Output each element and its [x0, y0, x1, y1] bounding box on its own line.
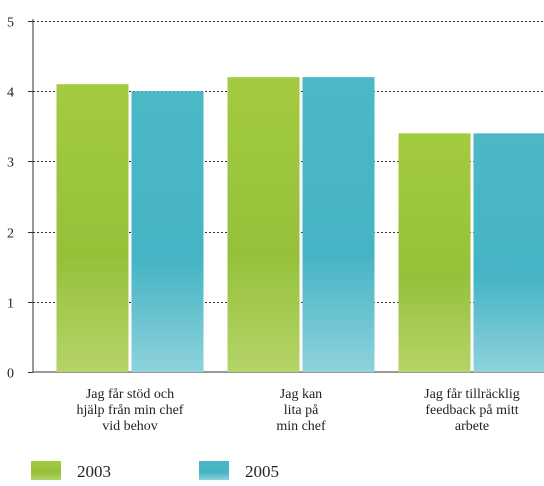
category-label-1: Jag får stöd och hjälp från min chef vid b… — [77, 387, 184, 434]
bar-2003-cat-2 — [227, 77, 300, 372]
category-label-line: Jag får stöd och — [86, 387, 174, 402]
category-label-line: feedback på mitt — [425, 403, 518, 418]
category-label-line: vid behov — [102, 419, 158, 434]
category-label-line: Jag får tillräcklig — [424, 387, 520, 402]
category-label-2: Jag kan lita på min chef — [276, 387, 326, 434]
bar-2005-cat-3 — [473, 133, 544, 372]
category-label-line: Jag kan — [280, 387, 322, 402]
y-tick-label-1: 1 — [7, 297, 14, 312]
legend-swatch-2005 — [199, 461, 229, 480]
legend-label-2003: 2003 — [77, 462, 111, 481]
bar-2005-cat-2 — [302, 77, 375, 372]
category-label-line: lita på — [284, 403, 319, 418]
y-tick-label-5: 5 — [7, 16, 14, 31]
y-tick-label-3: 3 — [7, 156, 14, 171]
legend: 2003 2005 — [31, 461, 279, 481]
category-labels: Jag får stöd och hjälp från min chef vid b… — [77, 387, 520, 434]
legend-swatch-2003 — [31, 461, 61, 480]
category-label-line: hjälp från min chef — [77, 403, 184, 418]
bars — [56, 77, 544, 373]
y-tick-label-4: 4 — [7, 86, 14, 101]
y-tick-label-2: 2 — [7, 227, 14, 242]
category-label-line: arbete — [455, 419, 489, 434]
bar-2005-cat-1 — [131, 91, 204, 372]
category-label-3: Jag får tillräcklig feedback på mitt arbet… — [424, 387, 520, 434]
bar-2003-cat-3 — [398, 133, 471, 372]
y-tick-label-0: 0 — [7, 367, 14, 382]
category-label-line: min chef — [276, 419, 326, 434]
legend-label-2005: 2005 — [245, 462, 279, 481]
bar-2003-cat-1 — [56, 84, 129, 373]
